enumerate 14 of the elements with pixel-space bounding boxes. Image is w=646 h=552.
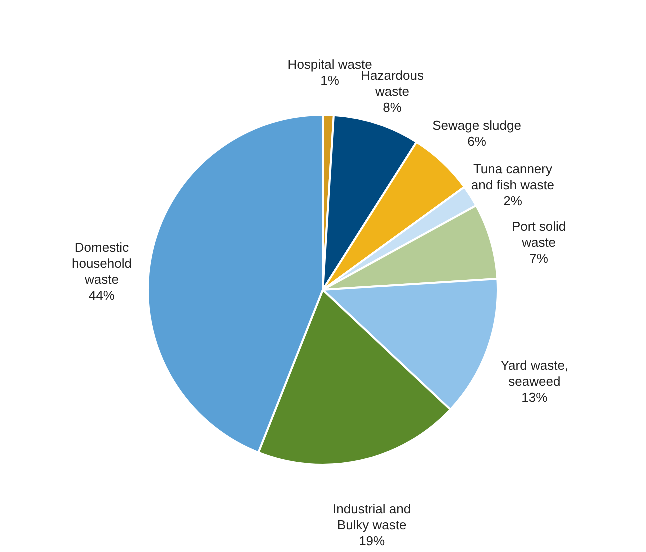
- data-label: 13%: [522, 390, 548, 406]
- slice-label: Yard waste, seaweed: [500, 358, 569, 390]
- data-label: 6%: [468, 134, 487, 149]
- slice-label: Port solid waste: [512, 219, 566, 250]
- slice-label: Industrial and Bulky waste: [333, 502, 412, 533]
- data-label: 7%: [530, 251, 549, 266]
- data-label: 19%: [359, 534, 386, 549]
- data-label: 2%: [504, 193, 523, 208]
- data-label: 44%: [88, 288, 116, 303]
- data-label: 1%: [320, 73, 340, 88]
- slice-label: Domestic household waste: [72, 240, 132, 287]
- data-label: 8%: [383, 100, 402, 116]
- slice-label: Tuna cannery and fish waste: [471, 161, 555, 192]
- slice-label: Sewage sludge: [432, 118, 522, 133]
